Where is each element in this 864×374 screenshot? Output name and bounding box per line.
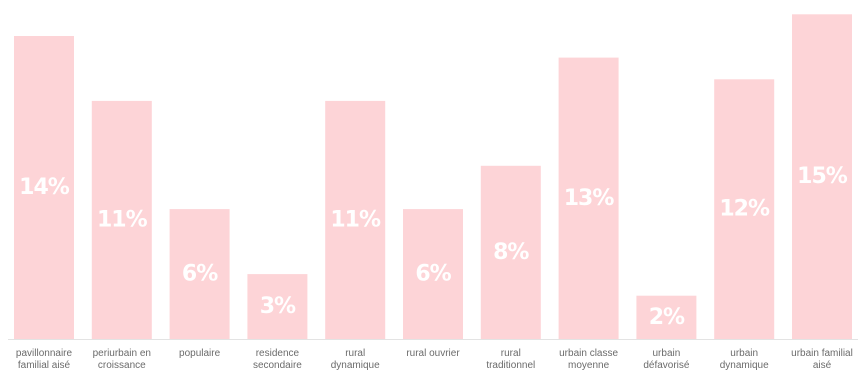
category-label-line: periurbain en (93, 348, 151, 359)
category-label-line: moyenne (568, 360, 610, 371)
bar (714, 79, 775, 340)
category-label: residence secondaire (253, 348, 302, 371)
category-label-line: rural (345, 348, 365, 359)
category-label: urbain classe moyenne (559, 348, 618, 371)
bar (169, 209, 230, 339)
category-label: populaire (179, 348, 221, 359)
bar-value-label: 6% (415, 262, 451, 287)
category-label: urbain défavorisé (643, 348, 690, 371)
bars-layer (14, 14, 852, 340)
category-label-line: secondaire (253, 360, 302, 371)
category-label-line: urbain classe (559, 348, 618, 359)
bar-value-label: 3% (260, 294, 296, 319)
category-label-line: défavorisé (643, 360, 690, 371)
bar (403, 209, 463, 339)
bar-value-label: 13% (564, 186, 615, 211)
bar (480, 165, 541, 339)
category-label-line: rural ouvrier (406, 348, 460, 359)
category-label: pavillonnaire familial aisé (16, 348, 73, 371)
category-label: periurbain en croissance (93, 348, 151, 371)
category-label-line: croissance (98, 360, 146, 371)
category-label: urbain dynamique (720, 348, 769, 371)
category-label-line: urbain (730, 348, 758, 359)
bar (325, 100, 386, 340)
bar-value-label: 11% (97, 208, 148, 233)
bar-value-label: 11% (330, 208, 381, 233)
category-label-line: urbain (652, 348, 680, 359)
category-label: rural dynamique (331, 348, 380, 371)
bar-value-label: 14% (19, 175, 70, 200)
bar-value-label: 6% (182, 262, 218, 287)
bar-value-label: 8% (493, 240, 529, 265)
bar (558, 57, 619, 339)
category-label-line: traditionnel (486, 360, 535, 371)
category-label-line: familial aisé (18, 360, 71, 371)
category-label: rural traditionnel (486, 348, 535, 371)
bar-value-label: 15% (797, 164, 848, 189)
category-label-line: rural (501, 348, 521, 359)
category-label-line: populaire (179, 348, 221, 359)
bar (636, 295, 697, 339)
category-label-line: aisé (813, 360, 832, 371)
bar (792, 14, 852, 340)
bar-value-label: 12% (719, 197, 770, 222)
category-label-line: dynamique (720, 360, 769, 371)
category-label-line: urbain familial (791, 348, 853, 359)
bar-value-label: 2% (649, 305, 685, 330)
category-label-line: dynamique (331, 360, 380, 371)
value-labels-layer: 14% 11% 6% 3% 11% 6% 8% 13% 2% 12% 15% (19, 164, 849, 330)
category-label-line: pavillonnaire (16, 348, 73, 359)
category-label: rural ouvrier (406, 348, 460, 359)
bar (247, 274, 308, 339)
category-label: urbain familial aisé (791, 348, 853, 371)
bar (91, 100, 152, 340)
category-label-line: residence (256, 348, 300, 359)
bar (14, 36, 74, 339)
category-labels-layer: pavillonnaire familial aisé periurbain en c… (16, 348, 853, 371)
